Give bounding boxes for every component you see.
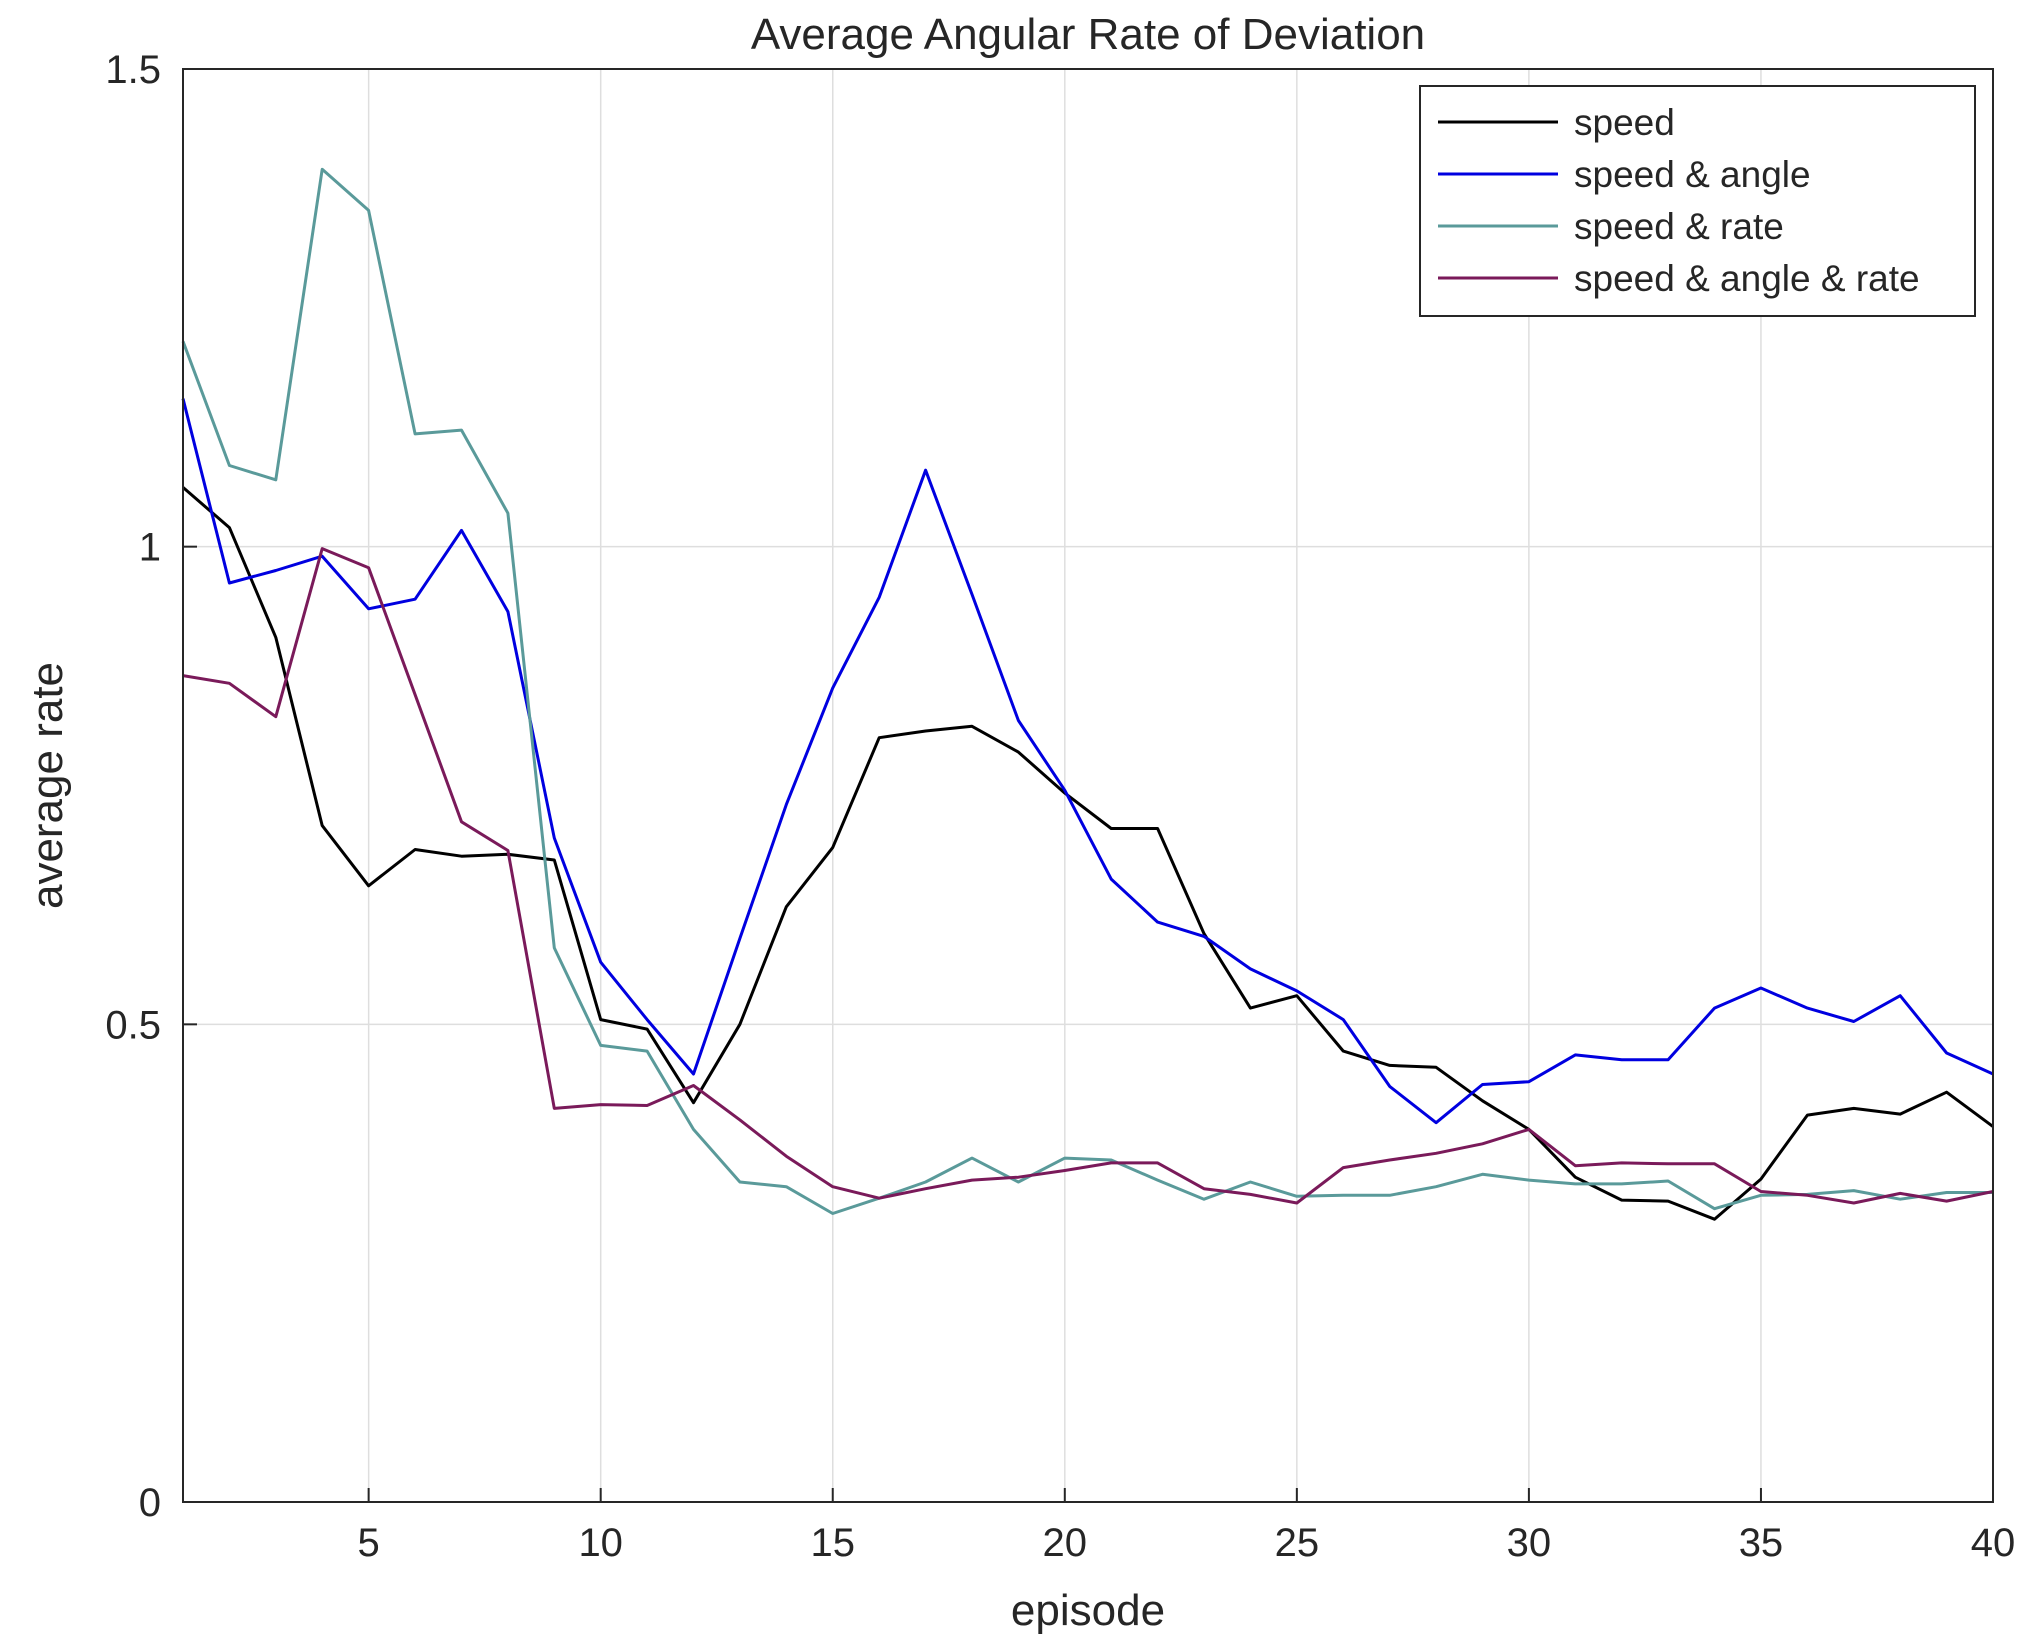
chart-title: Average Angular Rate of Deviation	[751, 10, 1425, 59]
series-lines	[181, 167, 1994, 1221]
legend: speed speed & angle speed & rate speed & an…	[1419, 85, 1976, 317]
y-tick-label: 0	[139, 1481, 161, 1525]
x-tick-label: 30	[1507, 1521, 1552, 1565]
y-tick-label: 1.5	[105, 48, 161, 92]
legend-label-2: speed & rate	[1574, 206, 1784, 247]
y-tick-label: 1	[139, 526, 161, 570]
legend-label-0: speed	[1574, 102, 1675, 143]
x-tick-label: 35	[1739, 1521, 1784, 1565]
y-tick-label: 0.5	[105, 1003, 161, 1047]
x-tick-label: 10	[578, 1521, 623, 1565]
x-tick-label: 5	[358, 1521, 380, 1565]
x-axis-label: episode	[1011, 1586, 1165, 1635]
series-line-2	[181, 167, 1993, 1215]
x-tick-label: 40	[1971, 1521, 2016, 1565]
x-tick-label: 25	[1275, 1521, 1320, 1565]
series-line-1	[181, 398, 1994, 1125]
legend-label-1: speed & angle	[1574, 154, 1811, 195]
series-line-0	[182, 486, 1994, 1221]
legend-label-3: speed & angle & rate	[1574, 258, 1920, 299]
y-axis-label: average rate	[23, 662, 72, 909]
x-tick-label: 15	[810, 1521, 855, 1565]
series-line-3	[182, 547, 1994, 1205]
plot-area-frame	[182, 68, 1994, 1503]
axis-ticks: 5 10 15 20 25 30 35 40 0 0.5 1 1.5	[105, 48, 2015, 1565]
x-tick-label: 20	[1043, 1521, 1088, 1565]
